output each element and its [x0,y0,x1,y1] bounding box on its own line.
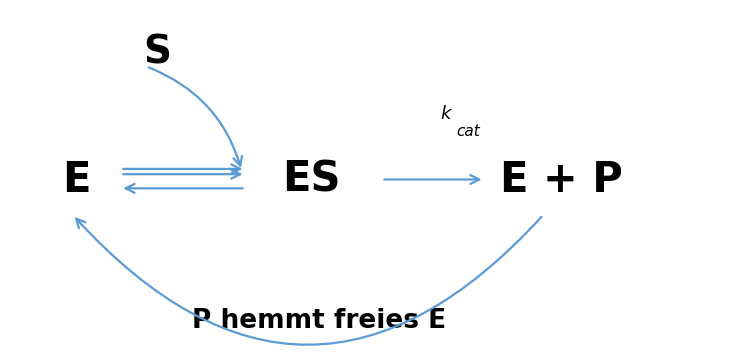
Text: k: k [440,105,451,123]
Text: cat: cat [456,124,480,139]
Text: P hemmt freies E: P hemmt freies E [192,308,446,334]
Text: E: E [62,159,90,200]
Text: S: S [143,33,171,71]
Text: ES: ES [282,159,341,200]
Text: E + P: E + P [500,159,623,200]
